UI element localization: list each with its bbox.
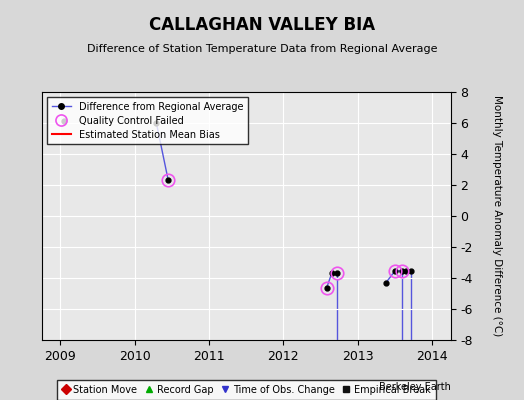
Text: Difference of Station Temperature Data from Regional Average: Difference of Station Temperature Data f… — [87, 44, 437, 54]
Legend: Station Move, Record Gap, Time of Obs. Change, Empirical Break: Station Move, Record Gap, Time of Obs. C… — [57, 380, 436, 400]
Text: Berkeley Earth: Berkeley Earth — [379, 382, 451, 392]
Y-axis label: Monthly Temperature Anomaly Difference (°C): Monthly Temperature Anomaly Difference (… — [493, 95, 503, 337]
Text: CALLAGHAN VALLEY BIA: CALLAGHAN VALLEY BIA — [149, 16, 375, 34]
